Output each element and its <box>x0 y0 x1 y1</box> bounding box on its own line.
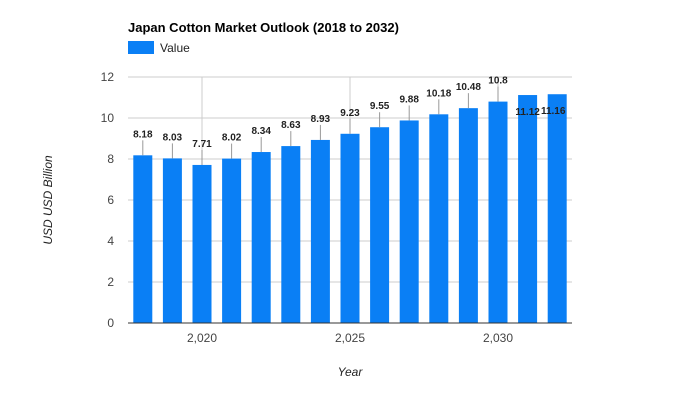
bar <box>133 155 153 323</box>
data-label: 8.18 <box>133 129 153 140</box>
y-tick-label: 4 <box>107 234 114 248</box>
data-label: 8.34 <box>251 126 271 137</box>
bar <box>429 114 449 323</box>
y-tick-label: 12 <box>101 70 115 84</box>
bar <box>281 146 301 323</box>
y-tick-label: 2 <box>107 275 114 289</box>
bar <box>518 95 538 323</box>
data-label: 8.93 <box>311 114 331 125</box>
bar <box>251 152 271 323</box>
data-label: 9.23 <box>340 108 360 119</box>
data-label: 9.55 <box>370 101 390 112</box>
legend-swatch-value <box>128 41 154 54</box>
data-labels: 8.18 8.03 7.71 8.02 8.34 8.63 8.93 9.23 9.55 9.88… <box>133 76 566 165</box>
chart-title: Japan Cotton Market Outlook (2018 to 203… <box>128 20 399 35</box>
data-label: 10.18 <box>426 88 451 99</box>
x-axis-title: Year <box>338 365 364 379</box>
bar <box>370 127 390 323</box>
bar <box>488 101 508 323</box>
axes: 0 2 4 6 8 10 12 2,020 2,025 2,030 <box>101 70 572 345</box>
bar <box>222 158 242 323</box>
bar <box>399 120 419 324</box>
x-tick-label: 2,020 <box>187 331 217 345</box>
data-label: 11.12 <box>515 107 540 118</box>
y-tick-label: 0 <box>107 316 114 330</box>
y-tick-label: 10 <box>101 111 115 125</box>
data-label: 10.48 <box>456 82 481 93</box>
bar <box>547 94 567 323</box>
x-tick-label: 2,030 <box>483 331 513 345</box>
y-axis-title: USD USD Billion <box>41 155 55 245</box>
bar <box>162 158 182 323</box>
legend-label-value: Value <box>160 41 190 55</box>
data-label: 11.16 <box>541 106 566 117</box>
data-label: 8.03 <box>163 132 183 143</box>
y-tick-label: 8 <box>107 152 114 166</box>
bar <box>458 108 478 323</box>
x-tick-label: 2,025 <box>335 331 365 345</box>
bar <box>340 133 360 323</box>
y-tick-label: 6 <box>107 193 114 207</box>
data-label: 8.63 <box>281 120 301 131</box>
data-label: 10.8 <box>488 76 508 87</box>
bars <box>133 94 567 324</box>
data-label: 8.02 <box>222 133 242 144</box>
data-label: 7.71 <box>192 139 212 150</box>
data-label: 9.88 <box>399 94 419 105</box>
bar <box>310 139 330 323</box>
bar <box>192 164 212 323</box>
